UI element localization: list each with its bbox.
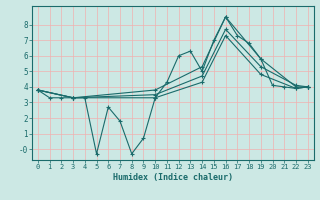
X-axis label: Humidex (Indice chaleur): Humidex (Indice chaleur) [113,173,233,182]
